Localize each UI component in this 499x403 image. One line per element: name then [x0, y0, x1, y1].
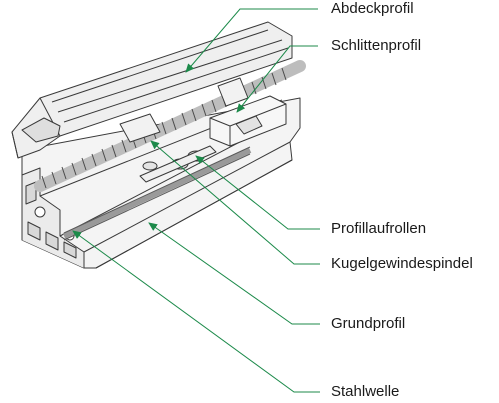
steel-shaft-shape: [62, 146, 252, 241]
carriage-shape: [209, 95, 287, 147]
label-kugelgewindespindel: Kugelgewindespindel: [331, 255, 473, 272]
leader-stahlwelle: [72, 230, 320, 393]
label-grundprofil: Grundprofil: [331, 315, 406, 332]
label-stahlwelle: Stahlwelle: [331, 383, 400, 400]
leader-schlittenprofil: [236, 45, 318, 113]
leader-grundprofil: [148, 222, 320, 325]
label-profillaufrollen: Profillaufrollen: [331, 220, 427, 237]
label-schlittenprofil: Schlittenprofil: [331, 37, 422, 54]
label-abdeckprofil: Abdeckprofil: [331, 0, 414, 17]
cover-profile-shape: [11, 21, 293, 159]
leader-profillaufrollen: [195, 155, 320, 230]
leader-kugelgewindespindel: [150, 140, 320, 265]
ball-screw-shape: [34, 60, 306, 192]
leader-lines: [72, 8, 320, 393]
leader-abdeckprofil: [185, 8, 318, 73]
